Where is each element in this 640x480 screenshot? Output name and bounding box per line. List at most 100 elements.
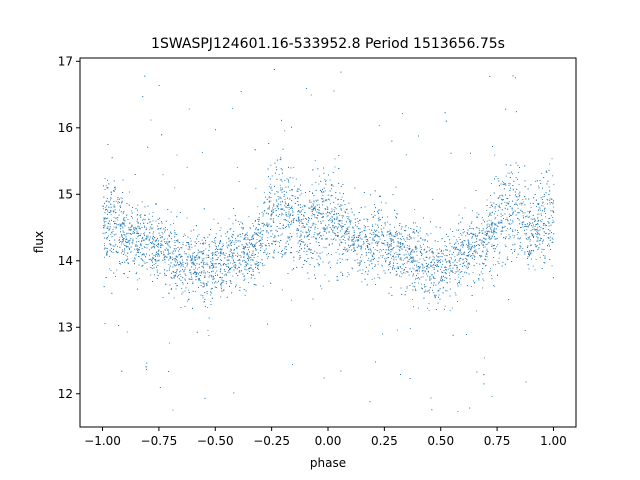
data-point <box>207 257 209 258</box>
data-point <box>546 183 548 185</box>
data-point <box>375 207 376 209</box>
data-point <box>446 246 447 247</box>
data-point <box>532 265 534 267</box>
data-point <box>396 263 398 264</box>
data-point <box>215 247 217 249</box>
data-point <box>262 243 264 244</box>
data-point <box>141 238 143 240</box>
data-point <box>162 233 164 235</box>
data-point <box>186 262 188 264</box>
data-point <box>221 290 223 292</box>
data-point <box>227 263 229 265</box>
data-point <box>456 241 458 242</box>
data-point <box>125 240 126 242</box>
data-point <box>287 236 289 237</box>
data-point <box>208 249 210 251</box>
data-point <box>402 259 404 261</box>
data-point <box>524 226 526 227</box>
data-point <box>273 209 274 211</box>
data-point <box>453 264 455 266</box>
data-point <box>176 260 178 262</box>
data-point <box>490 268 491 270</box>
data-point <box>307 244 308 246</box>
data-point <box>297 204 299 206</box>
data-point <box>497 214 498 216</box>
data-point <box>400 242 402 244</box>
data-point <box>214 240 216 242</box>
data-point <box>110 244 112 246</box>
data-point <box>342 225 344 227</box>
data-point <box>494 218 496 220</box>
data-point <box>313 201 315 203</box>
data-point <box>291 219 293 221</box>
data-point <box>196 258 198 260</box>
data-point <box>374 257 375 259</box>
data-point <box>479 255 481 256</box>
data-point <box>425 289 427 291</box>
data-point <box>174 187 176 189</box>
data-point <box>347 272 349 273</box>
data-point <box>160 244 162 246</box>
data-point <box>298 240 300 242</box>
data-point <box>345 259 347 261</box>
data-point <box>308 231 310 233</box>
data-point <box>490 214 492 216</box>
data-point <box>535 180 537 182</box>
data-point <box>454 246 456 248</box>
data-point <box>406 271 408 273</box>
data-point <box>257 229 259 231</box>
data-point <box>408 227 410 229</box>
data-point <box>504 213 506 215</box>
data-point <box>529 202 531 204</box>
data-point <box>391 257 392 259</box>
data-point <box>414 246 416 248</box>
data-point <box>407 271 409 273</box>
data-point <box>108 223 109 224</box>
data-point <box>454 256 456 258</box>
data-point <box>534 226 536 227</box>
data-point <box>103 218 105 219</box>
data-point <box>374 277 375 279</box>
data-point <box>146 236 148 238</box>
data-point <box>401 113 403 114</box>
data-point <box>509 223 511 225</box>
data-point <box>455 242 457 244</box>
data-point <box>492 232 494 234</box>
data-point <box>339 243 340 245</box>
data-point <box>163 228 165 230</box>
data-point <box>241 251 243 253</box>
data-point <box>302 206 304 208</box>
data-point <box>304 247 306 249</box>
data-point <box>405 249 407 251</box>
data-point <box>547 180 549 182</box>
data-point <box>245 239 247 241</box>
data-point <box>512 231 514 232</box>
data-point <box>227 272 229 273</box>
data-point <box>303 226 305 228</box>
data-point <box>552 217 554 218</box>
data-point <box>407 251 409 253</box>
data-point <box>551 198 553 200</box>
data-point <box>149 236 151 238</box>
data-point <box>404 226 406 228</box>
data-point <box>374 236 376 238</box>
data-point <box>148 249 150 251</box>
data-point <box>251 242 252 244</box>
data-point <box>130 238 132 239</box>
data-point <box>498 253 500 255</box>
data-point <box>444 267 446 268</box>
data-point <box>147 235 149 237</box>
data-point <box>326 206 328 208</box>
data-point <box>278 174 280 176</box>
data-point <box>185 287 187 289</box>
data-point <box>180 279 182 281</box>
data-point <box>418 267 420 269</box>
data-point <box>246 263 248 265</box>
data-point <box>337 199 339 201</box>
data-point <box>331 219 333 221</box>
data-point <box>137 209 138 211</box>
data-point <box>449 281 451 283</box>
data-point <box>437 256 439 258</box>
data-point <box>403 238 404 240</box>
data-point <box>548 186 550 188</box>
